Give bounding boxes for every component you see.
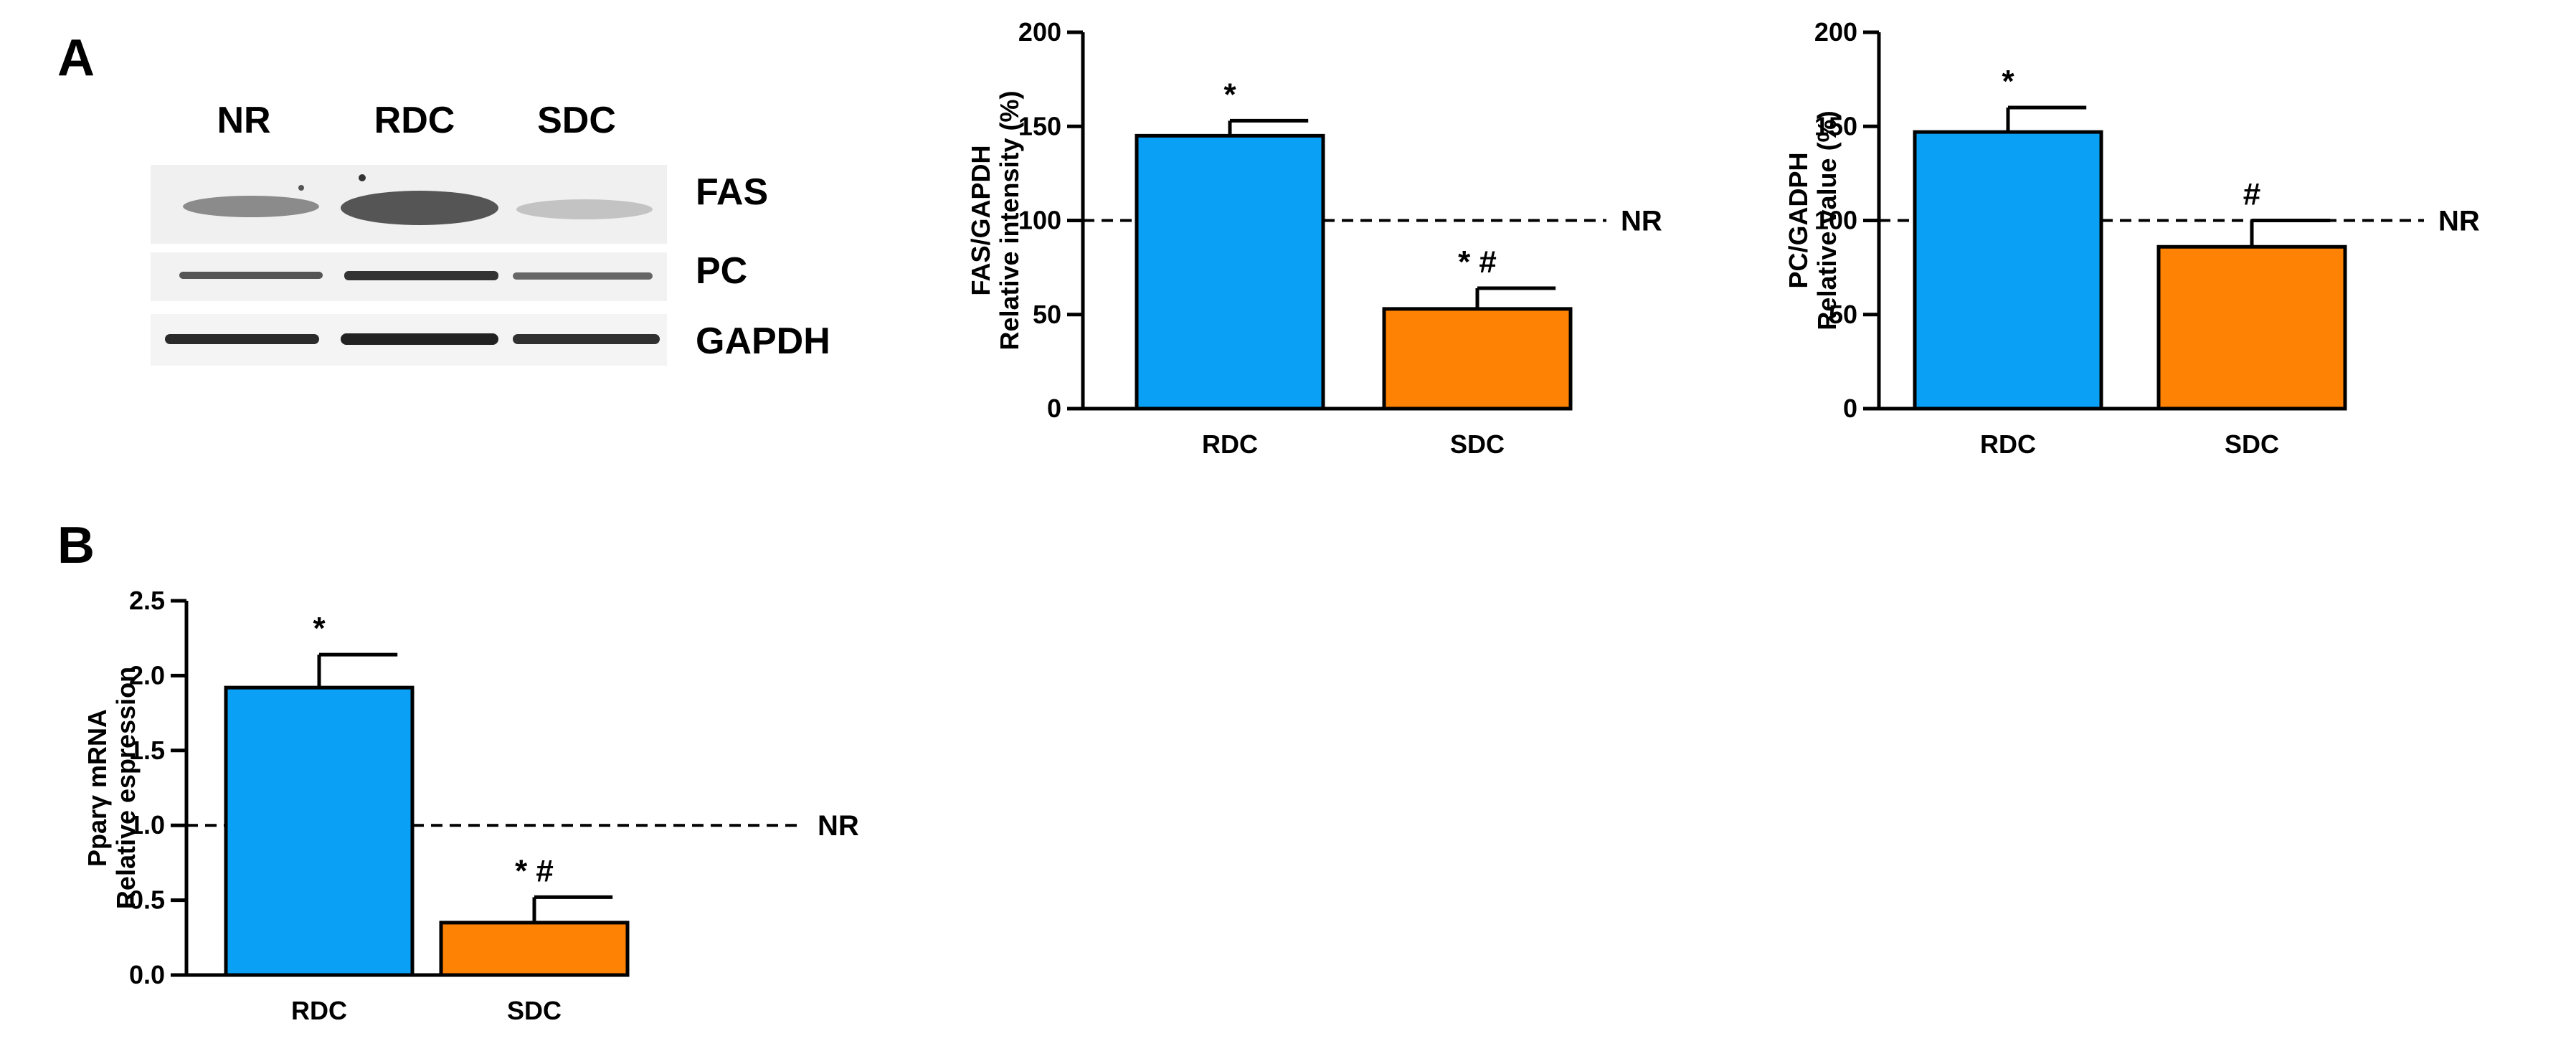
y-tick-label: 100 — [1814, 206, 1857, 235]
band-label-gapdh: GAPDH — [696, 320, 830, 362]
gapdh-blot-strip — [151, 314, 667, 366]
y-tick-label: 150 — [1018, 111, 1061, 141]
fas-blot-strip — [151, 165, 667, 244]
panel-b-label: B — [57, 517, 95, 574]
reference-label: NR — [1621, 206, 1662, 237]
y-axis-label: Pparγ mRNA — [82, 709, 112, 867]
y-axis-label: FAS/GAPDH — [966, 145, 995, 295]
y-tick-label: 200 — [1814, 17, 1857, 47]
reference-label: NR — [2438, 206, 2480, 237]
lane-label-sdc: SDC — [537, 100, 616, 141]
x-tick-label: RDC — [1202, 429, 1258, 459]
lane-label-nr: NR — [217, 100, 271, 141]
y-tick-label: 150 — [1814, 111, 1857, 141]
x-tick-label: SDC — [2225, 429, 2279, 459]
western-blot: NR RDC SDC FAS PC GAPDH — [143, 86, 932, 387]
y-tick-label: 2.0 — [129, 660, 165, 690]
reference-label: NR — [818, 810, 859, 842]
band-label-fas: FAS — [696, 171, 769, 213]
y-tick-label: 50 — [1829, 300, 1857, 329]
significance-annotation: * — [2002, 64, 2014, 99]
significance-annotation: * # — [515, 853, 554, 888]
ppar-chart: 0.0 0.5 1.0 1.5 2.0 2.5 Pparγ mRNA Relative esp… — [82, 586, 859, 1025]
y-axis-label: Relative value (%) — [1812, 110, 1842, 330]
bar-sdc — [1382, 307, 1573, 411]
y-tick-label: 2.5 — [129, 586, 165, 615]
fas-chart: 0 50 100 150 200 FAS/GAPDH Relative intensity … — [966, 17, 1662, 459]
y-axis-label: Relative espression — [111, 667, 141, 909]
significance-annotation: * — [1223, 77, 1236, 112]
y-tick-label: 0 — [1047, 394, 1061, 423]
x-tick-label: SDC — [507, 996, 562, 1025]
band-label-pc: PC — [696, 250, 748, 292]
y-tick-label: 200 — [1018, 17, 1061, 47]
panel-a-label: A — [57, 29, 95, 87]
significance-annotation: # — [2243, 177, 2260, 212]
y-tick-label: 1.5 — [129, 736, 165, 765]
pc-blot-strip — [151, 252, 667, 301]
y-tick-label: 50 — [1033, 300, 1061, 329]
bar-rdc — [1913, 130, 2103, 411]
bar-rdc — [1135, 133, 1325, 411]
significance-annotation: * — [313, 611, 326, 646]
y-tick-label: 1.0 — [129, 810, 165, 840]
lane-label-rdc: RDC — [374, 100, 455, 141]
y-tick-label: 0 — [1843, 394, 1857, 423]
significance-annotation: * # — [1458, 244, 1497, 280]
y-tick-label: 0.0 — [129, 960, 165, 989]
y-tick-label: 0.5 — [129, 885, 165, 915]
pc-chart: 0 50 100 150 200 PC/GADPH Relative value (%) * R… — [1784, 17, 2480, 459]
x-tick-label: RDC — [291, 996, 347, 1025]
bar-sdc — [439, 921, 630, 977]
x-tick-label: SDC — [1450, 429, 1505, 459]
bar-sdc — [2156, 244, 2347, 411]
y-axis-label: Relative intensity (%) — [995, 90, 1024, 350]
y-tick-label: 100 — [1018, 206, 1061, 235]
x-tick-label: RDC — [1980, 429, 2036, 459]
y-axis-label: PC/GADPH — [1784, 152, 1813, 288]
bar-rdc — [224, 685, 415, 977]
